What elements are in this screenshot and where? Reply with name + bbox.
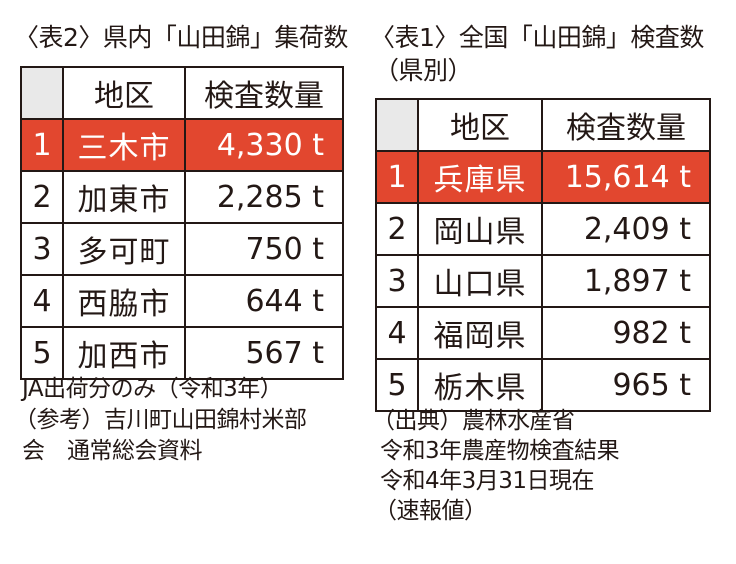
table2-area: 西脇市 (62, 274, 186, 328)
table1-rank: 4 (375, 306, 419, 360)
table2-header-blank (20, 66, 64, 120)
table2-qty: 567 t (184, 326, 344, 380)
table1-rank: 2 (375, 202, 419, 256)
table1-title: 〈表1〉全国「山田錦」検査数 (370, 23, 704, 52)
table1-rank: 5 (375, 358, 419, 412)
table1-area: 兵庫県 (417, 150, 543, 204)
table2-note-line: 会 通常総会資料 (22, 438, 203, 464)
table1-header-row: 地区 検査数量 (375, 98, 711, 152)
table2-rank: 2 (20, 170, 64, 224)
table1-qty: 2,409 t (541, 202, 711, 256)
table2-qty: 4,330 t (184, 118, 344, 172)
table1-row: 2 岡山県 2,409 t (375, 202, 711, 256)
table1-rank: 1 (375, 150, 419, 204)
table2-area: 加東市 (62, 170, 186, 224)
table1-qty: 965 t (541, 358, 711, 412)
table1-header-area: 地区 (417, 98, 543, 152)
table1-area: 山口県 (417, 254, 543, 308)
table2-row: 3 多可町 750 t (20, 222, 344, 276)
table2: 地区 検査数量 1 三木市 4,330 t 2 加東市 2,285 t 3 多可… (20, 66, 344, 380)
table2-note-line: JA出荷分のみ（令和3年） (22, 376, 283, 402)
table2-header-area: 地区 (62, 66, 186, 120)
table2-qty: 2,285 t (184, 170, 344, 224)
table1-row: 5 栃木県 965 t (375, 358, 711, 412)
table1-note-line: （速報値） (374, 498, 487, 524)
table2-header-row: 地区 検査数量 (20, 66, 344, 120)
table2-header-qty: 検査数量 (184, 66, 344, 120)
table1-area: 栃木県 (417, 358, 543, 412)
table2-qty: 750 t (184, 222, 344, 276)
table2-row: 5 加西市 567 t (20, 326, 344, 380)
table1-row: 4 福岡県 982 t (375, 306, 711, 360)
table1-row: 3 山口県 1,897 t (375, 254, 711, 308)
table1-note-line: （出典）農林水産省 (372, 408, 575, 434)
table1-area: 岡山県 (417, 202, 543, 256)
table2-title: 〈表2〉県内「山田錦」集荷数 (14, 23, 348, 52)
table2-row: 2 加東市 2,285 t (20, 170, 344, 224)
table1-header-blank (375, 98, 419, 152)
table2-rank: 1 (20, 118, 64, 172)
table1-header-qty: 検査数量 (541, 98, 711, 152)
table2-rank: 4 (20, 274, 64, 328)
table2-area: 多可町 (62, 222, 186, 276)
table2-rank: 5 (20, 326, 64, 380)
table1-subtitle: （県別） (374, 56, 473, 85)
table2-qty: 644 t (184, 274, 344, 328)
table2-note-line: （参考）吉川町山田錦村米部 (14, 407, 307, 433)
table1-qty: 982 t (541, 306, 711, 360)
table1: 地区 検査数量 1 兵庫県 15,614 t 2 岡山県 2,409 t 3 山… (375, 98, 711, 412)
table1-note-line: 令和4年3月31日現在 (380, 468, 595, 494)
table2-rank: 3 (20, 222, 64, 276)
table2-row-highlight: 1 三木市 4,330 t (20, 118, 344, 172)
table1-row-highlight: 1 兵庫県 15,614 t (375, 150, 711, 204)
table2-area: 三木市 (62, 118, 186, 172)
table1-qty: 15,614 t (541, 150, 711, 204)
table1-note-line: 令和3年農産物検査結果 (380, 438, 620, 464)
table2-area: 加西市 (62, 326, 186, 380)
table1-area: 福岡県 (417, 306, 543, 360)
table2-row: 4 西脇市 644 t (20, 274, 344, 328)
table1-qty: 1,897 t (541, 254, 711, 308)
table1-rank: 3 (375, 254, 419, 308)
